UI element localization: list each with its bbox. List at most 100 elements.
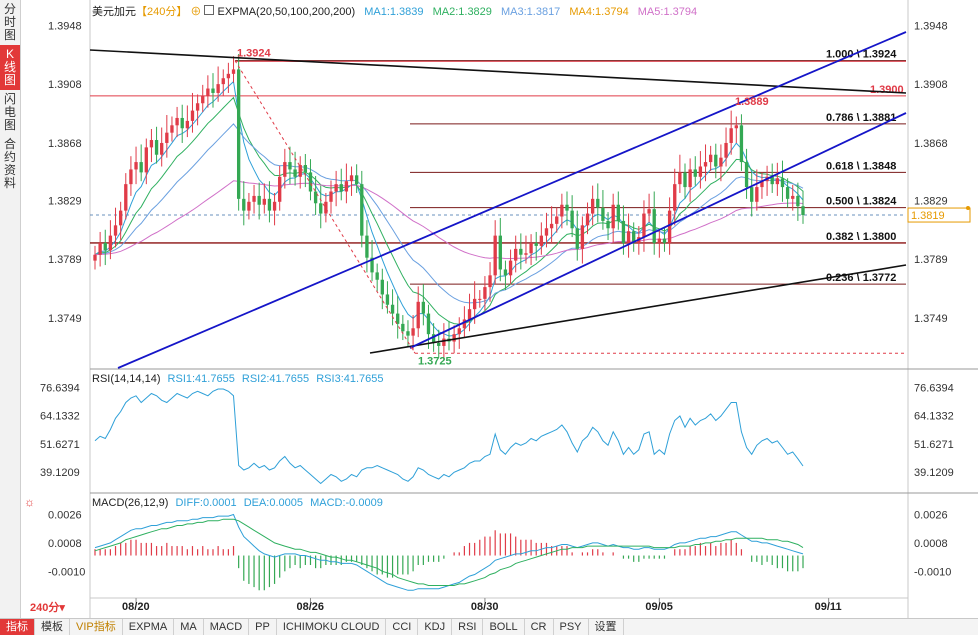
tab-5[interactable]: MACD <box>204 619 250 635</box>
candle-body <box>678 172 682 185</box>
period-badge[interactable]: 240分▾ <box>22 601 68 616</box>
tab-3[interactable]: EXPMA <box>123 619 175 635</box>
candle-body <box>503 269 508 276</box>
candle-body <box>688 169 692 188</box>
candle-body <box>590 198 595 214</box>
candle <box>390 289 395 326</box>
candle <box>596 183 600 223</box>
candle-body <box>673 184 677 211</box>
black-support-line <box>369 264 907 354</box>
rsi1-value: RSI1:41.7655 <box>167 373 235 385</box>
candle <box>252 184 256 214</box>
ma5-value: MA5:1.3794 <box>637 6 698 18</box>
tab-2[interactable]: VIP指标 <box>70 619 123 635</box>
tab-0[interactable]: 指标 <box>0 619 35 635</box>
expma-icon[interactable] <box>204 5 215 15</box>
tab-4[interactable]: MA <box>174 619 204 635</box>
settings-icon[interactable]: ⊕ <box>190 6 202 18</box>
macd-tick-right: 0.0008 <box>914 538 948 550</box>
candle-body <box>493 235 497 276</box>
candle-body <box>365 235 369 258</box>
candle <box>544 212 549 248</box>
candle <box>514 235 518 273</box>
candle-body <box>437 342 441 346</box>
ma3-value: MA3:1.3817 <box>500 6 561 18</box>
candle <box>236 53 241 211</box>
sidebar-item-0[interactable]: 分时图 <box>3 2 16 42</box>
candle-body <box>288 162 292 170</box>
tab-12[interactable]: CR <box>525 619 554 635</box>
candle-body <box>755 187 759 202</box>
candle-body <box>149 140 154 148</box>
tab-7[interactable]: ICHIMOKU CLOUD <box>277 619 387 635</box>
tab-10[interactable]: RSI <box>452 619 484 635</box>
candle <box>108 220 113 260</box>
candle <box>442 323 446 361</box>
candle-body <box>257 195 261 205</box>
candle <box>180 104 184 143</box>
candle <box>729 110 733 155</box>
candle <box>257 182 261 220</box>
ma3-line <box>94 123 804 304</box>
date-label: 08/30 <box>471 601 499 613</box>
rsi-header: RSI(14,14,14) RSI1:41.7655 RSI2:41.7655 … <box>92 373 384 385</box>
candle-body <box>570 210 574 229</box>
sidebar-item-2[interactable]: 闪电图 <box>3 92 16 132</box>
rsi-tick-right: 64.1332 <box>914 411 954 423</box>
tab-1[interactable]: 模板 <box>35 619 70 635</box>
candle <box>221 69 225 96</box>
candle-body <box>796 195 800 207</box>
candle-body <box>165 132 169 143</box>
candle <box>688 158 692 202</box>
candle <box>667 197 672 255</box>
candle-body <box>175 117 179 126</box>
candle <box>678 154 682 193</box>
candle-body <box>349 175 354 182</box>
candle-body <box>647 209 651 214</box>
fib-label-2: 0.618 \ 1.3848 <box>826 160 896 172</box>
candle-body <box>401 323 405 332</box>
candle <box>632 222 636 252</box>
sidebar-item-3[interactable]: 合约资料 <box>3 137 16 190</box>
rsi-tick-left: 51.6271 <box>40 439 80 451</box>
candle-body <box>108 235 113 251</box>
candle <box>796 182 800 221</box>
tab-14[interactable]: 设置 <box>589 619 624 635</box>
tab-13[interactable]: PSY <box>554 619 589 635</box>
candle <box>195 94 200 126</box>
candle-body <box>785 187 790 199</box>
sun-icon[interactable]: ☼ <box>24 495 35 509</box>
candle <box>98 231 102 267</box>
price-tick-right: 1.3948 <box>914 20 948 32</box>
candle-body <box>760 181 764 188</box>
tab-9[interactable]: KDJ <box>418 619 453 635</box>
tab-11[interactable]: BOLL <box>483 619 525 635</box>
candle-body <box>134 162 138 170</box>
candle <box>467 293 472 332</box>
candle <box>775 162 780 196</box>
candle <box>298 156 302 189</box>
tab-8[interactable]: CCI <box>386 619 419 635</box>
candle <box>534 231 538 261</box>
candle-body <box>708 154 713 163</box>
candle-body <box>632 231 636 243</box>
candle <box>360 170 364 248</box>
candle <box>765 165 769 196</box>
candle <box>149 128 154 163</box>
candle-body <box>519 248 523 255</box>
candle <box>498 217 502 282</box>
candle <box>216 66 220 102</box>
candle <box>524 235 528 264</box>
candle-body <box>744 162 749 188</box>
candle <box>334 170 338 207</box>
candle-body <box>791 195 795 199</box>
candle-body <box>221 78 225 85</box>
candle-body <box>293 169 297 177</box>
candle <box>662 227 667 252</box>
date-label: 09/05 <box>645 601 673 613</box>
candle <box>308 159 313 201</box>
candle-body <box>575 228 579 249</box>
tab-6[interactable]: PP <box>249 619 277 635</box>
